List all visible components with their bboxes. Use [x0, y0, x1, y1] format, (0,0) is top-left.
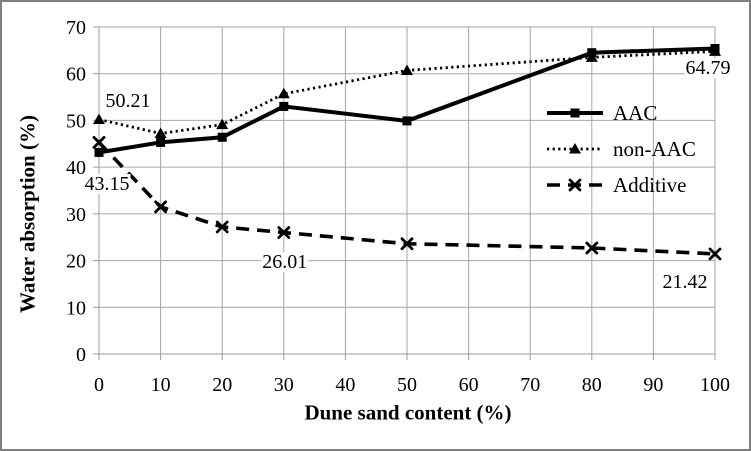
square-marker-icon [279, 101, 289, 111]
x-marker-icon [400, 237, 414, 251]
x-marker-icon [568, 178, 582, 192]
x-marker-icon [277, 226, 291, 239]
y-tick-label: 10 [66, 297, 86, 319]
x-marker-icon [215, 220, 229, 234]
x-tick-label: 50 [397, 374, 417, 396]
x-marker-icon [585, 241, 599, 255]
y-tick-label: 60 [66, 64, 86, 86]
square-marker-icon [570, 108, 580, 118]
data-label: 21.42 [661, 270, 709, 293]
triangle-marker-icon [277, 87, 290, 99]
legend-sample-dashed-x-icon [547, 178, 603, 192]
series-markers-Additive [92, 135, 722, 261]
square-marker-icon [156, 137, 166, 147]
y-tick-label: 20 [66, 251, 86, 273]
x-tick-label: 40 [335, 374, 355, 396]
legend-item-additive: Additive [547, 174, 696, 196]
series-markers-non-AAC [93, 45, 721, 139]
square-marker-icon [94, 147, 104, 157]
x-axis-title: Dune sand content (%) [304, 400, 512, 425]
data-label: 26.01 [261, 251, 309, 274]
x-tick-label: 80 [582, 374, 602, 396]
x-tick-label: 60 [459, 374, 479, 396]
tick-labels: 0 10 20 30 40 50 60 70 80 90 100 0 10 20 30 40 50 60 70 [66, 17, 730, 396]
triangle-marker-icon [569, 143, 581, 154]
x-tick-label: 0 [94, 374, 104, 396]
legend-sample-dotted-triangle-icon [547, 143, 603, 154]
y-tick-label: 70 [66, 17, 86, 39]
x-tick-label: 100 [700, 374, 730, 396]
legend: AAC non-AAC Additive [547, 102, 696, 196]
x-marker-icon [708, 247, 722, 261]
x-tick-label: 30 [274, 374, 294, 396]
x-tick-label: 10 [151, 374, 171, 396]
legend-label: AAC [613, 100, 658, 125]
triangle-marker-icon [709, 45, 721, 56]
legend-sample-solid-square-icon [547, 108, 603, 118]
triangle-marker-icon [154, 127, 167, 139]
x-marker-icon [92, 135, 106, 149]
y-tick-label: 50 [66, 110, 86, 132]
data-label: 43.15 [83, 173, 131, 196]
x-marker-icon [154, 200, 168, 214]
square-marker-icon [217, 132, 227, 142]
legend-item-aac: AAC [547, 102, 696, 124]
x-tick-label: 20 [212, 374, 232, 396]
data-label: 64.79 [684, 57, 732, 80]
legend-item-non-aac: non-AAC [547, 138, 696, 160]
data-label: 50.21 [104, 90, 152, 113]
y-tick-label: 30 [66, 204, 86, 226]
square-marker-icon [402, 116, 412, 126]
legend-label: non-AAC [613, 136, 696, 161]
triangle-marker-icon [401, 64, 413, 75]
y-axis-title: Water absorption (%) [15, 115, 40, 313]
x-tick-label: 70 [520, 374, 540, 396]
y-tick-label: 40 [66, 157, 86, 179]
y-tick-label: 0 [76, 344, 86, 366]
x-tick-label: 90 [643, 374, 663, 396]
triangle-marker-icon [216, 118, 229, 130]
triangle-marker-icon [93, 113, 105, 124]
legend-label: Additive [613, 172, 687, 197]
triangle-marker-icon [585, 51, 598, 62]
